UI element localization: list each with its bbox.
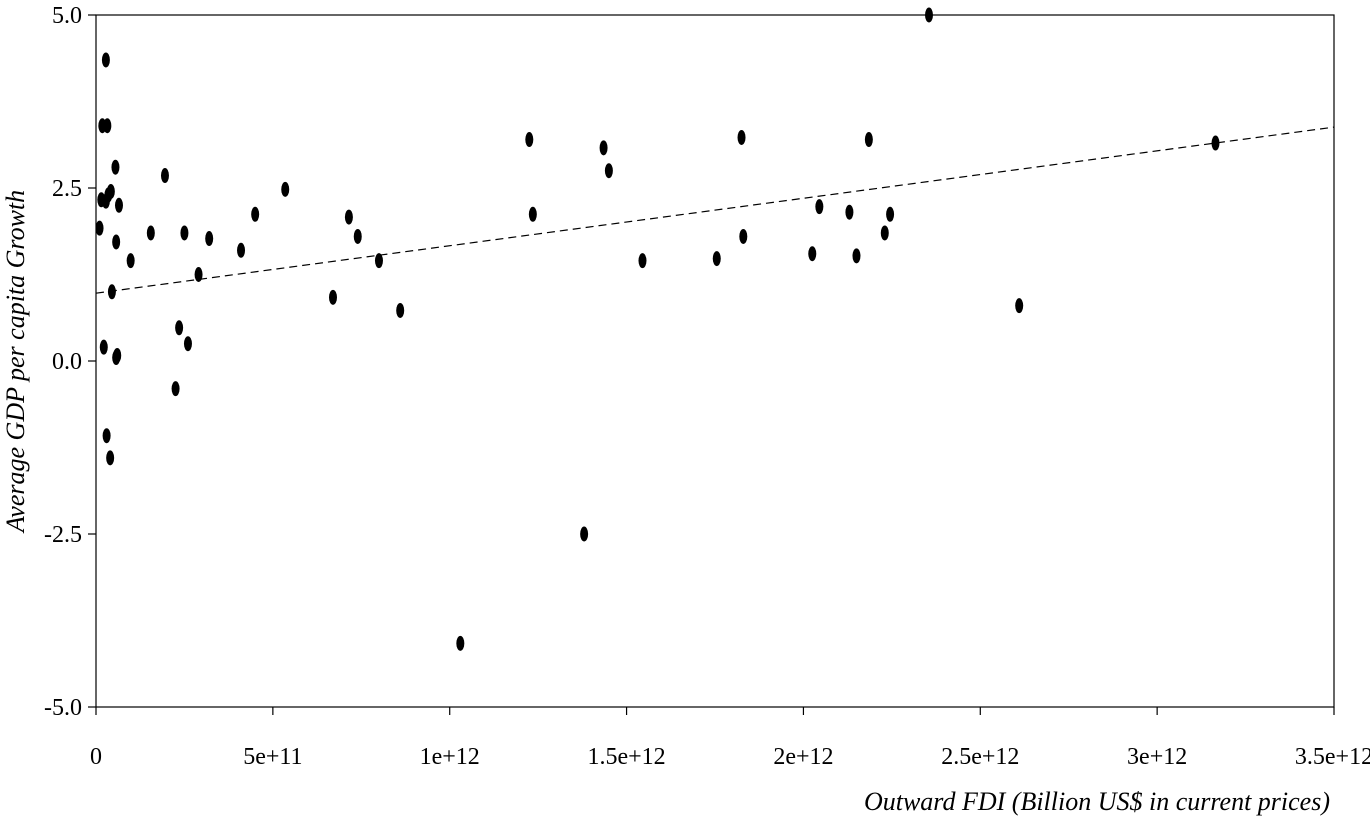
data-point — [251, 206, 260, 222]
data-point — [604, 163, 613, 179]
data-point — [737, 129, 746, 145]
x-tick-label: 2.5e+12 — [941, 744, 1019, 770]
data-point — [146, 225, 155, 241]
data-point — [113, 347, 122, 363]
data-point — [525, 132, 534, 148]
data-point — [103, 118, 112, 134]
data-point — [880, 225, 889, 241]
data-point — [739, 228, 748, 244]
data-point — [353, 228, 362, 244]
y-tick-label: -2.5 — [44, 522, 82, 548]
data-point — [528, 206, 537, 222]
plot-area-frame — [95, 14, 1335, 708]
data-point — [638, 253, 647, 269]
x-axis-title: Outward FDI (Billion US$ in current pric… — [864, 787, 1330, 816]
data-point — [852, 248, 861, 264]
data-point — [175, 320, 184, 336]
fit-line-layer — [95, 126, 1335, 294]
data-point — [374, 253, 383, 269]
data-point — [95, 220, 104, 236]
data-point — [194, 267, 203, 282]
y-tick-label: 0.0 — [52, 349, 82, 375]
data-point — [456, 635, 465, 651]
data-point — [328, 289, 337, 305]
y-axis-title: Average GDP per capita Growth — [1, 190, 30, 534]
data-point — [344, 209, 353, 225]
data-point — [106, 450, 115, 466]
x-tick-label: 5e+11 — [243, 744, 302, 770]
data-point — [1015, 298, 1024, 314]
data-point — [111, 159, 120, 175]
data-point — [815, 199, 824, 215]
trend-line — [95, 126, 1335, 294]
x-tick-label: 1e+12 — [420, 744, 480, 770]
data-point — [712, 251, 721, 267]
data-point — [180, 225, 189, 241]
data-point — [808, 246, 817, 262]
data-point — [845, 204, 854, 220]
x-tick-label: 0 — [90, 744, 102, 770]
data-point — [171, 381, 180, 397]
y-tick-label: -5.0 — [44, 695, 82, 721]
data-point — [281, 181, 290, 197]
y-tick-label: 2.5 — [52, 176, 82, 202]
x-axis-ticks: 0 5e+11 1e+12 1.5e+12 2e+12 2.5e+12 3e+12 3.5e+… — [90, 707, 1370, 770]
data-point — [924, 7, 933, 23]
data-point — [107, 284, 116, 300]
data-point — [106, 183, 115, 199]
data-point — [126, 253, 135, 269]
data-point — [101, 52, 110, 68]
data-point — [886, 206, 895, 222]
x-tick-label: 2e+12 — [773, 744, 833, 770]
data-point — [112, 234, 121, 250]
data-point — [205, 231, 214, 247]
data-point — [114, 197, 123, 213]
x-tick-label: 1.5e+12 — [587, 744, 665, 770]
data-point — [160, 168, 169, 184]
data-point — [99, 339, 108, 355]
x-tick-label: 3.5e+12 — [1295, 744, 1370, 770]
y-tick-label: 5.0 — [52, 3, 82, 29]
points-layer — [95, 7, 1220, 651]
y-axis-ticks: 5.0 2.5 0.0 -2.5 -5.0 — [44, 3, 96, 721]
data-point — [864, 132, 873, 148]
data-point — [183, 336, 192, 352]
data-point — [599, 140, 608, 156]
data-point — [580, 526, 589, 542]
data-point — [102, 428, 111, 444]
data-point — [396, 302, 405, 318]
data-point — [237, 242, 246, 258]
data-point — [1211, 135, 1220, 151]
x-tick-label: 3e+12 — [1127, 744, 1187, 770]
